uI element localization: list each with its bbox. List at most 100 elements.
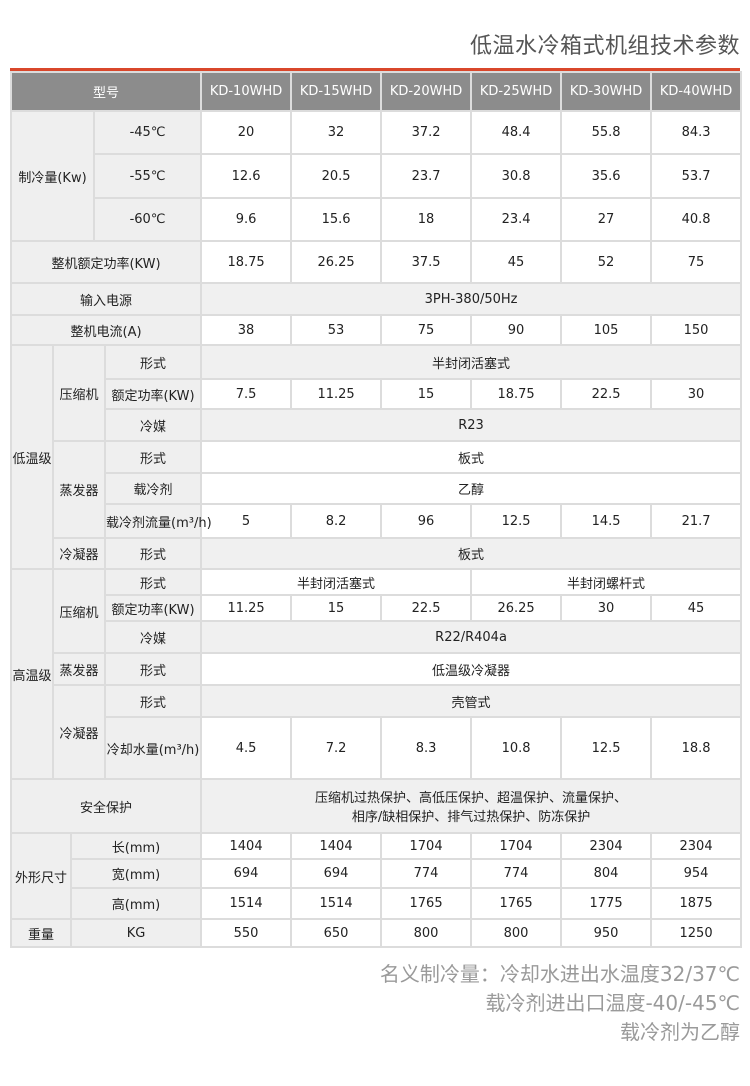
cell: 20.5	[290, 153, 383, 199]
cell: 550	[200, 918, 293, 948]
cell: 37.5	[380, 240, 473, 284]
cell: 53.7	[650, 153, 743, 199]
model-header: KD-25WHD	[470, 71, 563, 112]
cell: 半封闭活塞式	[200, 568, 473, 596]
cell: 1514	[200, 887, 293, 920]
table-row: 冷却水量(m³/h) 4.5 7.2 8.3 10.8 12.5 18.8	[11, 716, 743, 780]
model-header: KD-30WHD	[560, 71, 653, 112]
row-sublabel: 形式	[103, 568, 203, 596]
table-row: -55℃ 12.6 20.5 23.7 30.8 35.6 53.7	[11, 153, 743, 199]
cell: 半封闭螺杆式	[470, 568, 743, 596]
row-sublabel: 形式	[103, 344, 203, 380]
row-sublabel: -60℃	[92, 197, 203, 242]
table-row: 高温级 压缩机 形式 半封闭活塞式 半封闭螺杆式	[10, 568, 743, 780]
accent-bar	[10, 68, 740, 71]
cell: 22.5	[380, 594, 473, 622]
row-sublabel: 长(mm)	[69, 832, 203, 860]
row-sublabel: 形式	[103, 652, 203, 686]
table-row: 蒸发器 形式 低温级冷凝器	[11, 652, 743, 686]
model-header: KD-20WHD	[380, 71, 473, 112]
cell: 18	[380, 197, 473, 242]
model-header: KD-40WHD	[650, 71, 743, 112]
cell: R22/R404a	[200, 620, 743, 654]
cell: 21.7	[650, 503, 743, 539]
cell: 90	[470, 314, 563, 346]
footnote: 载冷剂进出口温度-40/-45℃	[485, 991, 740, 1015]
cell: 150	[650, 314, 743, 346]
row-sublabel: 冷却水量(m³/h)	[103, 716, 203, 780]
table-row: 冷媒 R22/R404a	[11, 620, 743, 654]
cell: 37.2	[380, 110, 473, 155]
model-header: 型号	[9, 71, 203, 112]
cell: 5	[200, 503, 293, 539]
cell: 30	[560, 594, 653, 622]
row-sublabel: 冷媒	[103, 408, 203, 442]
safety-line: 相序/缺相保护、排气过热保护、防冻保护	[351, 810, 591, 825]
cell: 1765	[470, 887, 563, 920]
cell: 694	[200, 858, 293, 889]
cell: 694	[290, 858, 383, 889]
group-label: 蒸发器	[52, 440, 106, 539]
cell: 35.6	[560, 153, 653, 199]
table-row: 冷媒 R23	[11, 408, 743, 442]
row-label: 重量	[10, 918, 72, 948]
cell: 48.4	[470, 110, 563, 155]
cell: 774	[380, 858, 473, 889]
row-sublabel: 形式	[103, 537, 203, 570]
cell: 12.5	[470, 503, 563, 539]
cell: 4.5	[200, 716, 293, 780]
group-label: 冷凝器	[52, 684, 106, 780]
row-label: 制冷量(Kw)	[10, 110, 95, 242]
table-row: 载冷剂 乙醇	[11, 472, 743, 505]
cell: 半封闭活塞式	[200, 344, 743, 380]
cell: 15	[380, 378, 473, 410]
table-row: 整机电流(A) 38 53 75 90 105 150	[9, 314, 743, 346]
cell: 45	[470, 240, 563, 284]
cell: 壳管式	[200, 684, 743, 718]
cell: 96	[380, 503, 473, 539]
cell: 650	[290, 918, 383, 948]
cell: 12.6	[200, 153, 293, 199]
section-label: 低温级	[10, 344, 54, 570]
table-row: -60℃ 9.6 15.6 18 23.4 27 40.8	[11, 197, 743, 242]
cell: 1514	[290, 887, 383, 920]
cell: 1250	[650, 918, 743, 948]
row-label: 外形尺寸	[10, 832, 72, 920]
group-label: 冷凝器	[52, 537, 106, 570]
table-row: 整机额定功率(KW) 18.75 26.25 37.5 45 52 75	[9, 240, 743, 284]
cell: 804	[560, 858, 653, 889]
table-row: 重量 KG 550 650 800 800 950 1250	[10, 918, 743, 948]
cell: 14.5	[560, 503, 653, 539]
table-row: 额定功率(KW) 7.5 11.25 15 18.75 22.5 30	[11, 378, 743, 410]
cell: 7.2	[290, 716, 383, 780]
cell: 18.8	[650, 716, 743, 780]
footnote: 载冷剂为乙醇	[620, 1020, 740, 1044]
cell: 26.25	[470, 594, 563, 622]
cell: 板式	[200, 440, 743, 474]
cell: 1704	[470, 832, 563, 860]
cell: 1704	[380, 832, 473, 860]
cell: 950	[560, 918, 653, 948]
cell: 1765	[380, 887, 473, 920]
cell: 1875	[650, 887, 743, 920]
model-header: KD-10WHD	[200, 71, 293, 112]
row-sublabel: 宽(mm)	[69, 858, 203, 889]
cell: 8.2	[290, 503, 383, 539]
row-label: 整机电流(A)	[9, 314, 203, 346]
table-row: 低温级 压缩机 形式 半封闭活塞式	[10, 344, 743, 570]
cell: 23.7	[380, 153, 473, 199]
footnote: 名义制冷量：冷却水进出水温度32/37℃	[379, 962, 740, 986]
cell: 75	[380, 314, 473, 346]
footnotes: 名义制冷量：冷却水进出水温度32/37℃ 载冷剂进出口温度-40/-45℃ 载冷…	[380, 960, 740, 1047]
cell: 55.8	[560, 110, 653, 155]
cell: 15	[290, 594, 383, 622]
row-sublabel: 形式	[103, 440, 203, 474]
cell: 20	[200, 110, 293, 155]
cell: 11.25	[200, 594, 293, 622]
group-label: 蒸发器	[52, 652, 106, 686]
row-sublabel: 载冷剂	[103, 472, 203, 505]
cell: 板式	[200, 537, 743, 570]
table-row: 输入电源 3PH-380/50Hz	[9, 282, 743, 316]
table-row: 载冷剂流量(m³/h) 5 8.2 96 12.5 14.5 21.7	[11, 503, 743, 539]
cell: 75	[650, 240, 743, 284]
